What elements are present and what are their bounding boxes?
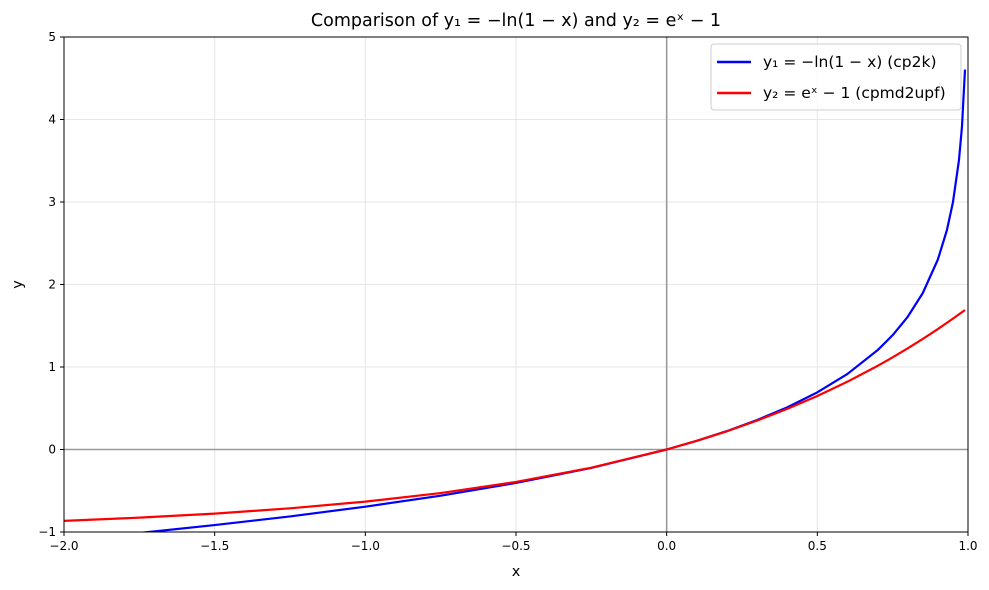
y-tick-label-3: 2 — [48, 278, 56, 292]
chart-title: Comparison of y₁ = −ln(1 − x) and y₂ = e… — [311, 11, 721, 31]
x-tick-label-4: 0.0 — [657, 539, 676, 553]
x-tick-label-2: −1.0 — [351, 539, 380, 553]
x-tick-label-5: 0.5 — [808, 539, 827, 553]
legend: y₁ = −ln(1 − x) (cp2k) y₂ = eˣ − 1 (cpmd2… — [710, 43, 962, 111]
y-tick-label-2: 1 — [48, 360, 56, 374]
legend-box — [710, 43, 962, 111]
y-tick-label-0: −1 — [38, 525, 56, 539]
y-tick-label-4: 3 — [48, 195, 56, 209]
axis-ticks: −2.0 −1.5 −1.0 −0.5 0.0 0.5 1.0 −1 0 1 2 3 4 5 — [38, 30, 977, 553]
y-axis-label: y — [10, 280, 26, 289]
x-tick-label-1: −1.5 — [200, 539, 229, 553]
x-tick-label-6: 1.0 — [958, 539, 977, 553]
x-tick-label-0: −2.0 — [49, 539, 78, 553]
series-lines — [64, 69, 967, 532]
legend-label-2: y₂ = eˣ − 1 (cpmd2upf) — [763, 84, 946, 102]
series-line-1 — [138, 69, 967, 532]
x-tick-label-3: −0.5 — [501, 539, 530, 553]
y-tick-label-1: 0 — [48, 443, 56, 457]
x-axis-label: x — [512, 564, 521, 580]
legend-label-1: y₁ = −ln(1 − x) (cp2k) — [763, 53, 937, 71]
y-tick-label-6: 5 — [48, 30, 56, 44]
series-line-2 — [64, 309, 966, 522]
y-tick-label-5: 4 — [48, 113, 56, 127]
